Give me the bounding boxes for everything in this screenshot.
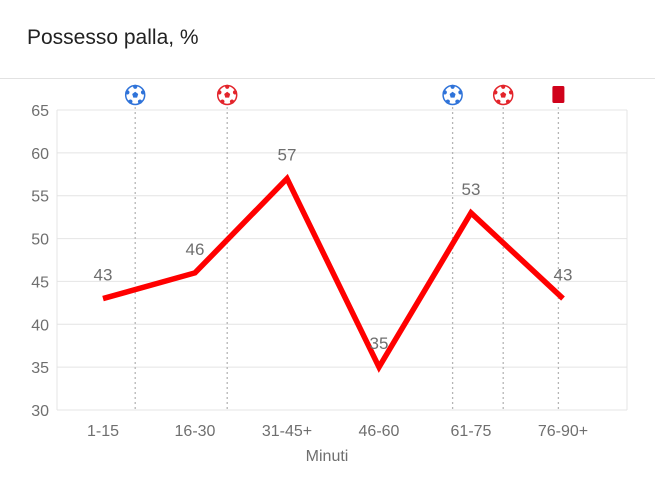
event-markers <box>124 84 565 410</box>
x-tick-label: 31-45+ <box>262 423 312 440</box>
y-tick-label: 65 <box>31 103 49 120</box>
data-label: 53 <box>462 180 481 199</box>
x-tick-label: 46-60 <box>359 423 400 440</box>
chart-header: Possesso palla, % <box>0 0 655 79</box>
ball-patch <box>450 84 455 89</box>
ball-patch <box>217 90 222 95</box>
ball-patch <box>493 90 498 95</box>
ball-patch <box>508 90 514 95</box>
x-tick-label: 76-90+ <box>538 423 588 440</box>
ball-patch <box>458 90 463 95</box>
ball-patch <box>137 99 143 104</box>
ball-patch <box>445 99 450 104</box>
ball-patch <box>501 84 506 89</box>
ball-center-patch <box>449 91 456 98</box>
y-tick-label: 55 <box>31 189 49 206</box>
ball-patch <box>505 99 511 104</box>
x-tick-label: 16-30 <box>175 423 216 440</box>
red-soccer-ball-icon <box>216 84 238 106</box>
grid-lines <box>56 109 628 411</box>
x-axis-title: Minuti <box>306 448 349 465</box>
red-card-icon <box>552 86 565 103</box>
possession-line <box>102 173 565 373</box>
data-labels: 43 46 57 35 53 43 <box>94 146 573 354</box>
red-soccer-ball-icon <box>492 84 514 106</box>
y-tick-label: 60 <box>31 146 49 163</box>
ball-patch <box>442 90 447 95</box>
axes: 30 35 40 45 50 55 60 65 1-15 16-30 31-45+ 46-60 61-7… <box>31 103 588 440</box>
data-label: 43 <box>554 266 573 285</box>
ball-patch <box>225 84 230 89</box>
data-label: 57 <box>278 146 297 165</box>
y-tick-label: 50 <box>31 232 49 249</box>
y-tick-label: 30 <box>31 403 49 420</box>
blue-soccer-ball-icon <box>442 84 463 106</box>
ball-patch <box>455 99 460 104</box>
ball-patch <box>128 99 133 104</box>
y-tick-label: 35 <box>31 360 49 377</box>
ball-center-patch <box>132 91 139 98</box>
ball-center-patch <box>500 91 507 98</box>
y-tick-label: 45 <box>31 274 49 291</box>
ball-patch <box>140 90 146 95</box>
data-label: 46 <box>186 240 205 259</box>
y-tick-label: 40 <box>31 317 49 334</box>
blue-soccer-ball-icon <box>124 84 146 106</box>
ball-patch <box>229 99 235 104</box>
ball-patch <box>133 84 138 89</box>
chart-title: Possesso palla, % <box>27 26 199 49</box>
ball-patch <box>125 90 130 95</box>
ball-patch <box>220 99 225 104</box>
data-label: 43 <box>94 266 113 285</box>
series <box>102 173 565 373</box>
ball-patch <box>232 90 238 95</box>
x-tick-label: 1-15 <box>87 423 119 440</box>
ball-patch <box>496 99 501 104</box>
ball-center-patch <box>224 91 231 98</box>
data-label: 35 <box>370 334 389 353</box>
x-tick-label: 61-75 <box>451 423 492 440</box>
